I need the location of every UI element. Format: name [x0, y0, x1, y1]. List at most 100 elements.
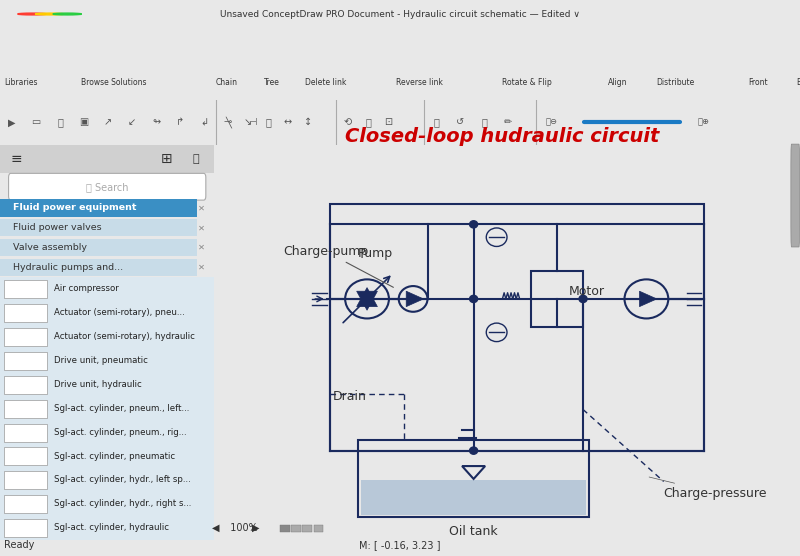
Text: Delete link: Delete link [305, 78, 346, 87]
Text: Sgl-act. cylinder, pneum., rig...: Sgl-act. cylinder, pneum., rig... [54, 428, 186, 436]
Text: Sgl-act. cylinder, hydraulic: Sgl-act. cylinder, hydraulic [54, 523, 169, 532]
Text: ▭: ▭ [31, 117, 41, 127]
Text: Motor: Motor [569, 285, 605, 297]
Text: Sgl-act. cylinder, hydr., right s...: Sgl-act. cylinder, hydr., right s... [54, 499, 191, 508]
Bar [4, 424, 47, 441]
Text: Air compressor: Air compressor [54, 285, 118, 294]
Text: ↔: ↔ [284, 117, 292, 127]
Bar [0, 492, 214, 515]
Text: ≡: ≡ [10, 152, 22, 166]
Bar [0, 444, 214, 468]
Bar [4, 352, 47, 370]
Text: 🔍: 🔍 [433, 117, 439, 127]
Text: Charge-pump: Charge-pump [283, 245, 394, 287]
Text: Hydraulic pumps and...: Hydraulic pumps and... [13, 262, 123, 272]
Text: Front: Front [748, 78, 768, 87]
Bar [531, 271, 583, 327]
Text: Valve assembly: Valve assembly [13, 243, 87, 252]
Text: Pump: Pump [358, 247, 394, 260]
Text: Fluid power valves: Fluid power valves [13, 223, 102, 232]
Text: ↘: ↘ [244, 117, 252, 127]
Bar [358, 440, 589, 518]
Text: 🖨: 🖨 [481, 117, 487, 127]
Text: ↙: ↙ [128, 117, 136, 127]
Text: Sgl-act. cylinder, pneum., left...: Sgl-act. cylinder, pneum., left... [54, 404, 189, 413]
Bar [4, 400, 47, 418]
Text: ↲: ↲ [200, 117, 208, 127]
Bar [362, 480, 586, 515]
FancyBboxPatch shape [791, 144, 799, 247]
Polygon shape [639, 291, 657, 307]
Text: ✕: ✕ [198, 262, 205, 272]
Bar [0, 301, 214, 325]
Text: Back: Back [796, 78, 800, 87]
Circle shape [53, 13, 82, 15]
Text: ✕: ✕ [198, 203, 205, 212]
Circle shape [470, 221, 478, 228]
Text: Actuator (semi-rotary), hydraulic: Actuator (semi-rotary), hydraulic [54, 332, 194, 341]
Text: Chain: Chain [216, 78, 238, 87]
Text: Drain: Drain [333, 390, 367, 403]
Text: Unsaved ConceptDraw PRO Document - Hydraulic circuit schematic — Edited ∨: Unsaved ConceptDraw PRO Document - Hydra… [220, 9, 580, 18]
Bar [0, 325, 214, 349]
Text: ↬: ↬ [152, 117, 160, 127]
Text: ⤷: ⤷ [365, 117, 371, 127]
Bar [302, 525, 312, 532]
Text: Distribute: Distribute [656, 78, 694, 87]
Text: Tree: Tree [264, 78, 280, 87]
Text: ↱: ↱ [176, 117, 184, 127]
Text: Rotate & Flip: Rotate & Flip [502, 78, 552, 87]
Circle shape [18, 13, 46, 15]
Text: Sgl-act. cylinder, hydr., left sp...: Sgl-act. cylinder, hydr., left sp... [54, 475, 190, 484]
Text: Align: Align [608, 78, 627, 87]
Bar [0, 199, 198, 216]
Text: Ready: Ready [4, 540, 34, 550]
Text: Libraries: Libraries [4, 78, 38, 87]
Text: ⊸: ⊸ [224, 117, 232, 127]
Text: Oil tank: Oil tank [450, 525, 498, 538]
Text: ✕: ✕ [198, 243, 205, 252]
Bar [280, 525, 290, 532]
Bar [0, 373, 214, 396]
Text: ↺: ↺ [456, 117, 464, 127]
Bar [4, 519, 47, 537]
Bar [4, 304, 47, 322]
Text: Drive unit, hydraulic: Drive unit, hydraulic [54, 380, 142, 389]
Text: ⬭: ⬭ [57, 117, 63, 127]
Circle shape [35, 13, 64, 15]
Polygon shape [357, 291, 378, 310]
Text: ✕: ✕ [198, 223, 205, 232]
Bar [4, 471, 47, 489]
Bar [0, 259, 198, 276]
Text: Fluid power equipment: Fluid power equipment [13, 203, 136, 212]
Text: ✏: ✏ [504, 117, 512, 127]
Bar [0, 349, 214, 373]
Text: Charge-pressure: Charge-pressure [649, 477, 767, 500]
Text: ⤵: ⤵ [265, 117, 271, 127]
Text: Sgl-act. cylinder, pneumatic: Sgl-act. cylinder, pneumatic [54, 451, 174, 460]
Text: ⊞: ⊞ [161, 152, 173, 166]
Text: ⊡: ⊡ [384, 117, 392, 127]
Text: ▣: ▣ [79, 117, 89, 127]
Text: M: [ -0.16, 3.23 ]: M: [ -0.16, 3.23 ] [359, 540, 441, 550]
Polygon shape [406, 291, 423, 307]
Bar [0, 515, 214, 539]
Text: Actuator (semi-rotary), pneu...: Actuator (semi-rotary), pneu... [54, 309, 184, 317]
Bar [314, 525, 323, 532]
Circle shape [470, 295, 478, 302]
Text: Browse Solutions: Browse Solutions [81, 78, 146, 87]
Bar [4, 376, 47, 394]
Bar [0, 277, 214, 301]
Text: ╲: ╲ [225, 116, 231, 128]
Circle shape [470, 447, 478, 454]
Text: 100%: 100% [224, 523, 258, 533]
Text: 🔍⊖: 🔍⊖ [546, 118, 558, 127]
Bar [0, 468, 214, 492]
Bar [0, 145, 214, 173]
Text: Reverse link: Reverse link [396, 78, 443, 87]
Text: ⟲: ⟲ [344, 117, 352, 127]
Bar [0, 396, 214, 420]
Bar [4, 328, 47, 346]
Circle shape [579, 295, 587, 302]
Text: 🔍 Search: 🔍 Search [86, 182, 129, 192]
